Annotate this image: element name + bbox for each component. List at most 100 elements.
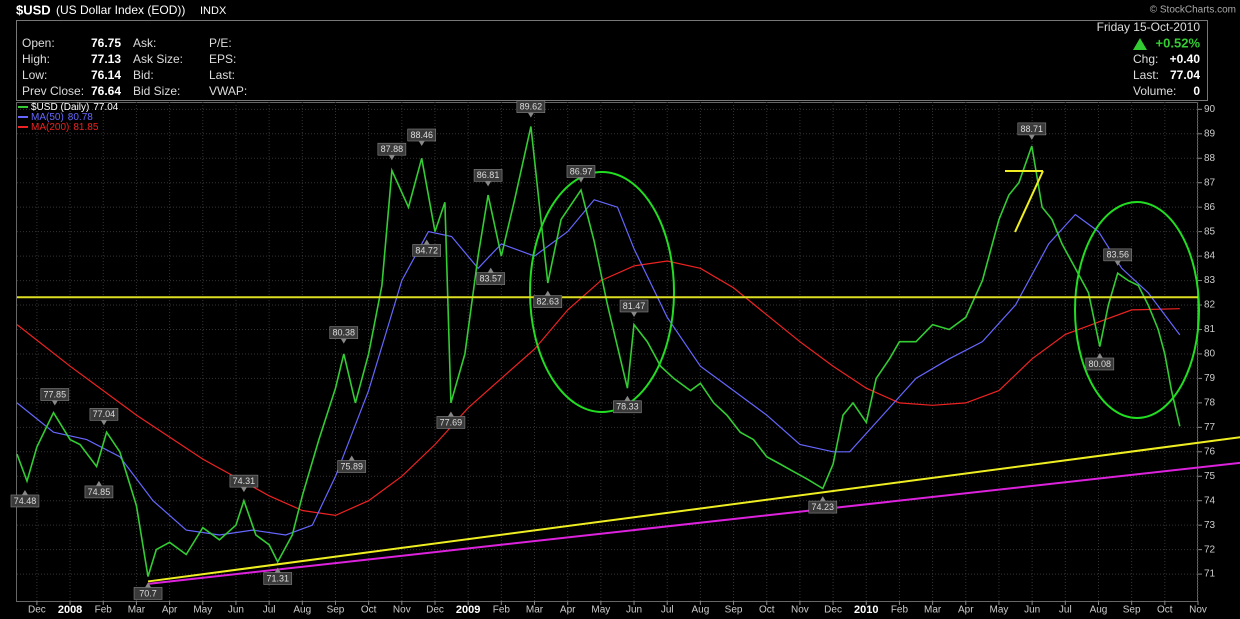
x-tick-label: Apr — [958, 605, 974, 616]
quote-date: Friday 15-Oct-2010 — [1097, 20, 1201, 34]
annotation-label: 88.71 — [1021, 124, 1044, 134]
annotation-label: 83.57 — [479, 273, 502, 283]
annotation-label: 74.85 — [88, 487, 111, 497]
moving-average — [16, 260, 1180, 517]
annotation-pointer — [624, 395, 631, 401]
annotation-label: 74.23 — [812, 502, 835, 512]
annotation-label: 75.89 — [340, 461, 363, 471]
y-tick-label: 81 — [1204, 324, 1216, 335]
y-tick-label: 74 — [1204, 495, 1216, 506]
annotation-pointer — [340, 338, 347, 344]
annotation-box — [412, 244, 442, 257]
exchange: INDX — [200, 5, 227, 17]
quote-value: 76.75 — [91, 36, 121, 50]
annotation-label: 89.62 — [520, 102, 543, 112]
x-tick-label: 2008 — [58, 604, 82, 616]
annotation-pointer — [145, 582, 152, 588]
y-tick-label: 88 — [1204, 153, 1216, 164]
annotation-label: 80.08 — [1089, 359, 1112, 369]
y-tick-label: 85 — [1204, 226, 1216, 237]
quote-field: Last: — [209, 68, 235, 82]
y-tick-label: 84 — [1204, 251, 1216, 262]
annotation-box — [133, 587, 163, 600]
x-tick-label: Nov — [791, 605, 809, 616]
annotation-label: 88.46 — [410, 130, 433, 140]
y-tick-label: 87 — [1204, 177, 1216, 188]
annotation-label: 87.88 — [381, 144, 404, 154]
x-tick-label: Jul — [263, 605, 276, 616]
annotation-pointer — [348, 455, 355, 461]
legend-label: $USD (Daily) 77.04 — [31, 102, 119, 113]
annotation-label: 83.56 — [1106, 250, 1129, 260]
annotation-pointer — [544, 290, 551, 296]
x-tick-label: Feb — [493, 605, 511, 616]
annotation-pointer — [240, 487, 247, 493]
annotation-label: 71.31 — [266, 573, 289, 583]
annotation-box — [476, 272, 506, 285]
y-tick-label: 77 — [1204, 422, 1216, 433]
annotation-box — [263, 572, 293, 585]
x-tick-label: Sep — [1123, 605, 1141, 616]
x-tick-label: Apr — [560, 605, 576, 616]
annotation-pointer — [1096, 352, 1103, 358]
stat-value: 77.04 — [1170, 68, 1200, 82]
stat-label: Volume: — [1133, 84, 1176, 98]
x-tick-label: Oct — [361, 605, 377, 616]
annotation-pointer — [1114, 260, 1121, 266]
x-tick-label: Jun — [626, 605, 642, 616]
annotation-box — [566, 165, 596, 178]
pattern-line — [1014, 170, 1044, 233]
symbol-name: (US Dollar Index (EOD)) — [56, 3, 185, 17]
annotation-label: 74.48 — [14, 496, 37, 506]
x-tick-label: Aug — [293, 605, 311, 616]
stat-label: Chg: — [1133, 52, 1158, 66]
x-tick-label: Nov — [1189, 605, 1207, 616]
y-tick-label: 82 — [1204, 300, 1216, 311]
quote-label: Prev Close: — [22, 84, 84, 98]
annotation-pointer — [21, 489, 28, 495]
legend-label: MA(200) 81.85 — [31, 122, 99, 133]
y-tick-label: 75 — [1204, 471, 1216, 482]
quote-label: Low: — [22, 68, 47, 82]
annotation-pointer — [527, 112, 534, 118]
annotation-box — [1103, 248, 1133, 262]
legend-value: 81.85 — [73, 122, 98, 133]
x-tick-label: Sep — [327, 605, 345, 616]
quote-field: Ask: — [133, 36, 156, 50]
x-tick-label: Jun — [228, 605, 244, 616]
x-tick-label: Feb — [95, 605, 113, 616]
x-tick-label: 2010 — [854, 604, 878, 616]
x-tick-label: Dec — [28, 605, 46, 616]
annotation-pointer — [418, 141, 425, 147]
plot-area — [16, 102, 1202, 605]
annotation-box — [613, 400, 642, 414]
annotation-pointer — [485, 181, 492, 187]
annotation-pointer — [95, 480, 102, 486]
x-tick-label: Aug — [691, 605, 709, 616]
quote-field: Ask Size: — [133, 52, 183, 66]
trend-line — [147, 436, 1240, 583]
x-tick-label: Oct — [1157, 605, 1173, 616]
annotation-box — [1017, 122, 1047, 136]
annotation-label: 74.31 — [233, 476, 256, 486]
legend-name: $USD (Daily) — [31, 102, 89, 113]
annotation-box — [1085, 357, 1115, 371]
annotation-box — [329, 326, 359, 339]
annotation-pointer — [423, 239, 430, 245]
annotation-box — [377, 142, 407, 156]
x-tick-label: Dec — [426, 605, 444, 616]
annotation-box — [10, 494, 40, 508]
annotation-box — [808, 500, 838, 514]
x-tick-label: May — [990, 605, 1009, 616]
y-tick-label: 86 — [1204, 202, 1216, 213]
quote-field: Bid: — [133, 68, 154, 82]
change-pct: +0.52% — [1156, 35, 1201, 50]
annotation-box — [473, 169, 503, 182]
legend-label: MA(50) 80.78 — [31, 112, 93, 123]
x-tick-label: Apr — [162, 605, 178, 616]
legend-value: 80.78 — [68, 112, 93, 123]
x-tick-label: Oct — [759, 605, 775, 616]
stat-value: 0 — [1193, 84, 1200, 98]
quote-field: EPS: — [209, 52, 236, 66]
y-tick-label: 89 — [1204, 128, 1216, 139]
